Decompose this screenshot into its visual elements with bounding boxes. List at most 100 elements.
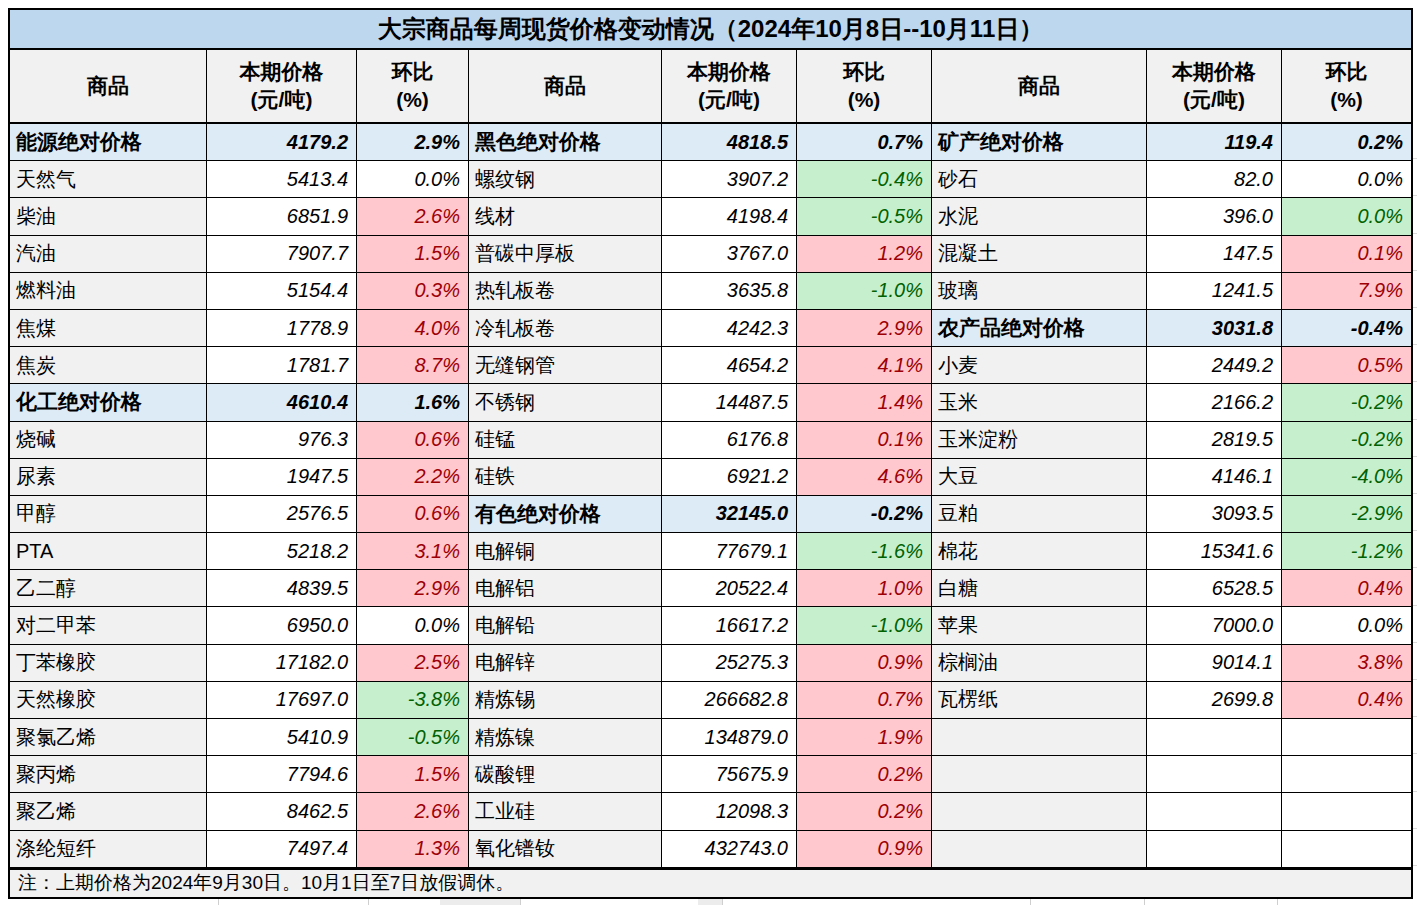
price-cell[interactable]: 3907.2 [662, 161, 797, 198]
price-cell[interactable]: 4818.5 [662, 124, 797, 161]
commodity-name-cell[interactable]: 电解铅 [469, 607, 662, 644]
pct-change-cell[interactable]: 1.5% [357, 756, 469, 793]
commodity-name-cell[interactable]: 涤纶短纤 [10, 831, 207, 868]
price-cell[interactable]: 5410.9 [207, 719, 357, 756]
price-cell[interactable]: 266682.8 [662, 682, 797, 719]
category-name-cell[interactable]: 能源绝对价格 [10, 124, 207, 161]
pct-change-cell[interactable]: 0.2% [1282, 124, 1411, 161]
header-commodity[interactable]: 商品 [10, 50, 207, 124]
pct-change-cell[interactable]: 0.0% [1282, 198, 1411, 235]
price-cell[interactable]: 25275.3 [662, 645, 797, 682]
commodity-name-cell[interactable]: 玉米淀粉 [932, 422, 1147, 459]
commodity-name-cell[interactable]: 燃料油 [10, 273, 207, 310]
commodity-name-cell[interactable]: 焦炭 [10, 347, 207, 384]
price-cell[interactable]: 14487.5 [662, 384, 797, 421]
commodity-name-cell[interactable]: 尿素 [10, 459, 207, 496]
table-title[interactable]: 大宗商品每周现货价格变动情况（2024年10月8日--10月11日） [10, 10, 1411, 50]
commodity-name-cell[interactable]: 白糖 [932, 570, 1147, 607]
commodity-name-cell[interactable]: 氧化镨钕 [469, 831, 662, 868]
pct-change-cell[interactable]: -1.0% [797, 607, 932, 644]
price-cell[interactable]: 4654.2 [662, 347, 797, 384]
pct-change-cell[interactable]: -0.4% [1282, 310, 1411, 347]
price-cell[interactable]: 4242.3 [662, 310, 797, 347]
pct-change-cell[interactable]: 0.0% [1282, 161, 1411, 198]
commodity-name-cell[interactable]: 玉米 [932, 384, 1147, 421]
commodity-name-cell[interactable]: 瓦楞纸 [932, 682, 1147, 719]
price-cell[interactable]: 32145.0 [662, 496, 797, 533]
commodity-name-cell[interactable]: 乙二醇 [10, 570, 207, 607]
price-cell[interactable]: 7000.0 [1147, 607, 1282, 644]
commodity-name-cell[interactable]: 碳酸锂 [469, 756, 662, 793]
pct-change-cell[interactable]: 0.0% [1282, 607, 1411, 644]
pct-change-cell[interactable]: -3.8% [357, 682, 469, 719]
category-name-cell[interactable]: 矿产绝对价格 [932, 124, 1147, 161]
commodity-name-cell[interactable] [932, 831, 1147, 868]
price-cell[interactable]: 7497.4 [207, 831, 357, 868]
price-cell[interactable]: 8462.5 [207, 793, 357, 830]
price-cell[interactable]: 7907.7 [207, 236, 357, 273]
pct-change-cell[interactable]: -0.2% [1282, 422, 1411, 459]
pct-change-cell[interactable]: -0.4% [797, 161, 932, 198]
commodity-name-cell[interactable]: 天然橡胶 [10, 682, 207, 719]
price-cell[interactable]: 147.5 [1147, 236, 1282, 273]
commodity-name-cell[interactable]: 棉花 [932, 533, 1147, 570]
pct-change-cell[interactable]: 3.8% [1282, 645, 1411, 682]
commodity-name-cell[interactable]: 精炼镍 [469, 719, 662, 756]
pct-change-cell[interactable] [1282, 831, 1411, 868]
price-cell[interactable]: 12098.3 [662, 793, 797, 830]
pct-change-cell[interactable] [1282, 756, 1411, 793]
commodity-name-cell[interactable]: 冷轧板卷 [469, 310, 662, 347]
pct-change-cell[interactable]: -0.2% [797, 496, 932, 533]
price-cell[interactable] [1147, 793, 1282, 830]
pct-change-cell[interactable]: 1.9% [797, 719, 932, 756]
price-cell[interactable] [1147, 756, 1282, 793]
price-cell[interactable]: 134879.0 [662, 719, 797, 756]
commodity-name-cell[interactable]: 普碳中厚板 [469, 236, 662, 273]
price-cell[interactable]: 5413.4 [207, 161, 357, 198]
commodity-name-cell[interactable]: 烧碱 [10, 422, 207, 459]
price-cell[interactable] [1147, 831, 1282, 868]
commodity-name-cell[interactable]: 柴油 [10, 198, 207, 235]
pct-change-cell[interactable] [1282, 793, 1411, 830]
pct-change-cell[interactable]: 2.6% [357, 198, 469, 235]
commodity-name-cell[interactable] [932, 756, 1147, 793]
commodity-name-cell[interactable]: 小麦 [932, 347, 1147, 384]
commodity-name-cell[interactable]: 不锈钢 [469, 384, 662, 421]
pct-change-cell[interactable]: 1.3% [357, 831, 469, 868]
commodity-name-cell[interactable]: 聚丙烯 [10, 756, 207, 793]
price-cell[interactable]: 3093.5 [1147, 496, 1282, 533]
pct-change-cell[interactable] [1282, 719, 1411, 756]
price-cell[interactable]: 6176.8 [662, 422, 797, 459]
header-wow-change[interactable]: 环比(%) [797, 50, 932, 124]
commodity-name-cell[interactable]: 砂石 [932, 161, 1147, 198]
commodity-name-cell[interactable]: 线材 [469, 198, 662, 235]
price-cell[interactable]: 17697.0 [207, 682, 357, 719]
price-cell[interactable]: 2576.5 [207, 496, 357, 533]
header-commodity[interactable]: 商品 [469, 50, 662, 124]
price-cell[interactable]: 2449.2 [1147, 347, 1282, 384]
pct-change-cell[interactable]: 8.7% [357, 347, 469, 384]
price-cell[interactable]: 77679.1 [662, 533, 797, 570]
price-cell[interactable]: 4146.1 [1147, 459, 1282, 496]
category-name-cell[interactable]: 黑色绝对价格 [469, 124, 662, 161]
commodity-name-cell[interactable]: 汽油 [10, 236, 207, 273]
pct-change-cell[interactable]: 2.9% [357, 124, 469, 161]
pct-change-cell[interactable]: 0.1% [797, 422, 932, 459]
pct-change-cell[interactable]: 3.1% [357, 533, 469, 570]
commodity-name-cell[interactable]: 混凝土 [932, 236, 1147, 273]
price-cell[interactable]: 1778.9 [207, 310, 357, 347]
pct-change-cell[interactable]: 0.0% [357, 607, 469, 644]
price-cell[interactable]: 5218.2 [207, 533, 357, 570]
pct-change-cell[interactable]: 0.5% [1282, 347, 1411, 384]
price-cell[interactable]: 17182.0 [207, 645, 357, 682]
price-cell[interactable]: 1241.5 [1147, 273, 1282, 310]
price-cell[interactable]: 119.4 [1147, 124, 1282, 161]
pct-change-cell[interactable]: -1.0% [797, 273, 932, 310]
pct-change-cell[interactable]: 1.5% [357, 236, 469, 273]
commodity-name-cell[interactable]: 热轧板卷 [469, 273, 662, 310]
header-wow-change[interactable]: 环比(%) [1282, 50, 1411, 124]
commodity-name-cell[interactable]: PTA [10, 533, 207, 570]
commodity-name-cell[interactable]: 对二甲苯 [10, 607, 207, 644]
category-name-cell[interactable]: 有色绝对价格 [469, 496, 662, 533]
price-cell[interactable]: 6528.5 [1147, 570, 1282, 607]
